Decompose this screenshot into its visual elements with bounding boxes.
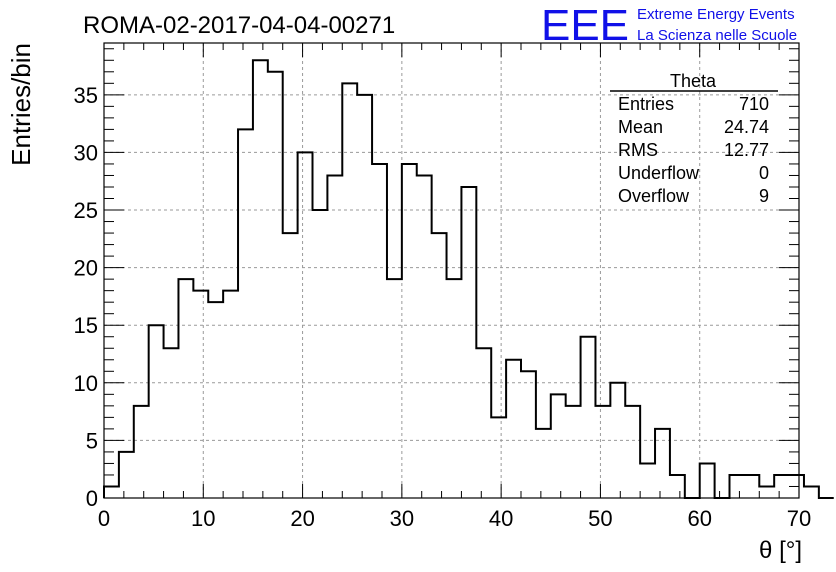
histogram-bin bbox=[238, 129, 253, 498]
stats-title: Theta bbox=[670, 71, 717, 91]
histogram-bin bbox=[342, 83, 357, 498]
x-tick-label: 50 bbox=[588, 506, 612, 531]
histogram-bin bbox=[610, 383, 625, 498]
x-tick-label: 20 bbox=[290, 506, 314, 531]
eee-logo: EEE Extreme Energy Events La Scienza nel… bbox=[541, 1, 797, 50]
y-axis-label: Entries/bin bbox=[6, 43, 36, 166]
histogram-bin bbox=[595, 406, 610, 498]
histogram-bin bbox=[432, 233, 447, 498]
y-tick-label: 30 bbox=[74, 140, 98, 165]
stats-label: Underflow bbox=[618, 163, 700, 183]
histogram-bin bbox=[313, 210, 328, 498]
stats-value: 12.77 bbox=[724, 140, 769, 160]
histogram-bin bbox=[744, 475, 759, 498]
histogram-bin bbox=[551, 394, 566, 498]
histogram-bin bbox=[357, 95, 372, 498]
histogram-bin bbox=[536, 429, 551, 498]
eee-logo-line2: La Scienza nelle Scuole bbox=[637, 27, 797, 44]
stats-label: Overflow bbox=[618, 186, 690, 206]
stats-box: Theta Entries 710 Mean 24.74 RMS 12.77 Underfl… bbox=[610, 71, 778, 206]
histogram-bin bbox=[506, 360, 521, 498]
x-tick-label: 40 bbox=[489, 506, 513, 531]
stats-label: Entries bbox=[618, 94, 674, 114]
histogram-bin bbox=[223, 291, 238, 498]
run-title: ROMA-02-2017-04-04-00271 bbox=[83, 12, 395, 39]
y-tick-label: 10 bbox=[74, 371, 98, 396]
plot-frame bbox=[103, 42, 800, 499]
histogram-bin bbox=[298, 152, 313, 498]
stats-value: 9 bbox=[759, 186, 769, 206]
histogram-bin bbox=[327, 175, 342, 498]
histogram-bin bbox=[193, 291, 208, 498]
histogram-bin bbox=[640, 463, 655, 498]
histogram-bin bbox=[759, 486, 774, 498]
histogram-bin bbox=[521, 371, 536, 498]
histogram-bin bbox=[730, 475, 745, 498]
stats-label: RMS bbox=[618, 140, 658, 160]
histogram-bin bbox=[134, 406, 149, 498]
eee-logo-line1: Extreme Energy Events bbox=[637, 6, 795, 23]
x-tick-label: 60 bbox=[687, 506, 711, 531]
histogram-bin bbox=[402, 164, 417, 498]
histogram-bin bbox=[417, 175, 432, 498]
y-tick-label: 25 bbox=[74, 198, 98, 223]
stats-value: 24.74 bbox=[724, 117, 769, 137]
grid-lines bbox=[104, 43, 799, 498]
stats-value: 710 bbox=[739, 94, 769, 114]
x-tick-label: 10 bbox=[191, 506, 215, 531]
histogram-bin bbox=[208, 302, 223, 498]
y-tick-label: 0 bbox=[86, 486, 98, 511]
y-tick-label: 20 bbox=[74, 256, 98, 281]
y-tick-label: 15 bbox=[74, 313, 98, 338]
histogram-bin bbox=[268, 72, 283, 498]
histogram-bin bbox=[447, 279, 462, 498]
histogram-bin bbox=[655, 429, 670, 498]
histogram-bin bbox=[625, 406, 640, 498]
axes: 0 10 20 30 40 50 60 70 0 5 10 15 20 25 30 35 bbox=[74, 43, 811, 531]
x-axis-label: θ [°] bbox=[759, 537, 802, 564]
histogram-bin bbox=[670, 475, 685, 498]
histogram-bin bbox=[178, 279, 193, 498]
histogram-bin bbox=[461, 187, 476, 498]
y-tick-label: 5 bbox=[86, 428, 98, 453]
histogram-bin bbox=[804, 486, 819, 498]
histogram-bin bbox=[372, 164, 387, 498]
histogram-bin bbox=[491, 417, 506, 498]
histogram-bin bbox=[566, 406, 581, 498]
x-tick-label: 30 bbox=[390, 506, 414, 531]
histogram-bin bbox=[253, 60, 268, 498]
histogram-bin bbox=[700, 463, 715, 498]
histogram-bin bbox=[476, 348, 491, 498]
x-tick-label: 0 bbox=[98, 506, 110, 531]
histogram-bin bbox=[581, 337, 596, 498]
x-tick-label: 70 bbox=[787, 506, 811, 531]
stats-value: 0 bbox=[759, 163, 769, 183]
histogram-bin bbox=[119, 452, 134, 498]
histogram-bin bbox=[283, 233, 298, 498]
histogram-bin bbox=[104, 486, 119, 498]
eee-logo-mark: EEE bbox=[541, 1, 629, 50]
histogram-bin bbox=[164, 348, 179, 498]
stats-rows: Entries 710 Mean 24.74 RMS 12.77 Underflow 0 Ove… bbox=[618, 94, 769, 206]
y-tick-label: 35 bbox=[74, 83, 98, 108]
stats-label: Mean bbox=[618, 117, 663, 137]
histogram-bin bbox=[387, 279, 402, 498]
histogram-bin bbox=[149, 325, 164, 498]
histogram-bin bbox=[774, 475, 789, 498]
